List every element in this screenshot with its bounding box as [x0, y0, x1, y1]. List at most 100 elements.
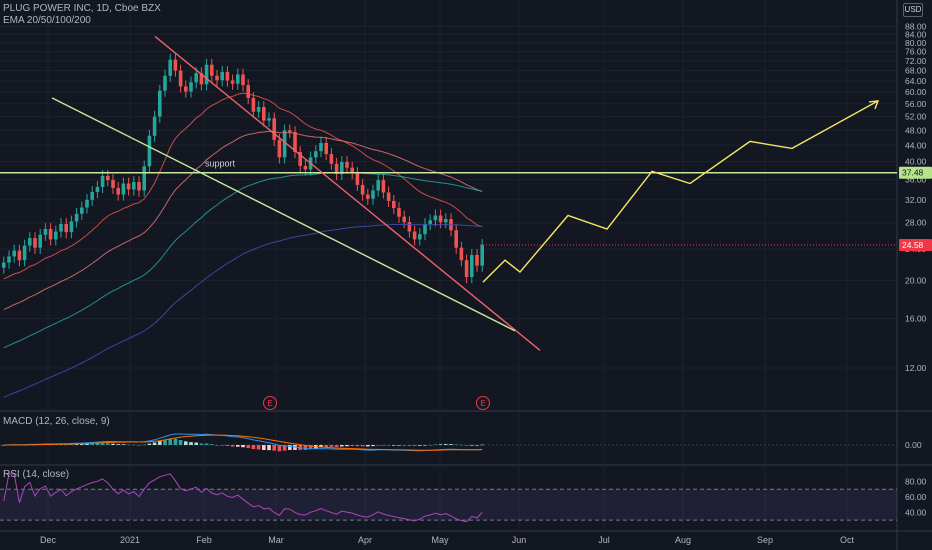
candle-body	[43, 228, 48, 235]
macd-histogram-bar	[454, 444, 458, 446]
time-tick-label: Dec	[40, 535, 57, 545]
candle-body	[293, 132, 297, 153]
macd-histogram-bar	[204, 443, 209, 445]
macd-histogram-bar	[303, 445, 308, 450]
macd-histogram-bar	[152, 442, 157, 445]
candle-body	[345, 162, 349, 168]
candle-body	[381, 180, 386, 193]
macd-histogram-bar	[230, 445, 235, 447]
price-tick-label: 60.00	[905, 87, 927, 97]
candle-body	[85, 199, 89, 208]
ema100-line	[3, 172, 483, 349]
candle-body	[116, 187, 120, 195]
candle-body	[33, 238, 37, 248]
candle-body	[189, 82, 193, 92]
candle-body	[241, 74, 245, 86]
price-tick-label: 12.00	[905, 363, 927, 373]
macd-histogram-bar	[126, 444, 131, 446]
macd-histogram-bar	[163, 439, 167, 445]
candle-body	[334, 163, 339, 175]
macd-histogram-bar	[480, 444, 484, 446]
candle-body	[100, 175, 105, 187]
resistance-trendline	[154, 35, 541, 351]
candle-body	[324, 142, 328, 155]
earnings-marker	[476, 396, 490, 410]
time-tick-label: Aug	[675, 535, 691, 545]
rsi-legend: RSI (14, close)	[3, 469, 70, 480]
macd-histogram-bar	[433, 444, 438, 446]
time-tick-label: Oct	[840, 535, 855, 545]
rsi-band	[0, 489, 897, 521]
candle-body	[288, 130, 292, 133]
macd-histogram-bar	[74, 444, 79, 445]
price-tick-label: 52.00	[905, 112, 927, 122]
rsi-line	[3, 473, 483, 523]
macd-histogram-bar	[345, 445, 349, 447]
macd-histogram-bar	[272, 445, 276, 451]
price-tick-label: 16.00	[905, 314, 927, 324]
candle-body	[38, 234, 42, 248]
candle-body	[199, 73, 204, 85]
macd-histogram-bar	[324, 445, 328, 448]
price-tick-label: 76.00	[905, 47, 927, 57]
price-tick-label: 32.00	[905, 195, 927, 205]
candle-body	[132, 182, 136, 190]
macd-histogram-bar	[438, 444, 443, 445]
candle-body	[28, 238, 32, 246]
macd-histogram-bar	[90, 443, 94, 445]
macd-histogram-bar	[184, 441, 188, 445]
currency-badge[interactable]: USD	[903, 3, 923, 17]
candle-body	[215, 75, 219, 81]
macd-histogram-bar	[376, 445, 380, 446]
macd-histogram-bar	[267, 445, 271, 451]
macd-histogram-bar	[251, 445, 256, 450]
candle-body	[158, 90, 162, 117]
macd-histogram-bar	[371, 445, 375, 447]
candle-body	[17, 250, 22, 261]
price-marker-badge	[899, 239, 932, 252]
macd-histogram-bar	[449, 444, 453, 445]
candle-body	[194, 73, 198, 83]
macd-tick-label: 0.00	[905, 440, 922, 450]
macd-histogram-bar	[189, 442, 193, 445]
macd-histogram-bar	[194, 442, 198, 445]
candle-body	[407, 222, 412, 232]
candle-body	[267, 118, 271, 121]
candle-body	[397, 208, 401, 217]
macd-histogram-bar	[423, 445, 427, 446]
candle-body	[303, 165, 308, 170]
candle-body	[54, 231, 58, 240]
candle-body	[173, 59, 178, 71]
candle-body	[438, 215, 443, 223]
candle-body	[230, 80, 235, 84]
candle-body	[366, 194, 370, 199]
candle-body	[360, 184, 365, 195]
candle-body	[355, 173, 360, 185]
macd-histogram-bar	[158, 441, 162, 445]
price-marker-label: 37.48	[902, 168, 924, 178]
candle-body	[464, 260, 469, 278]
macd-signal-line	[3, 434, 483, 451]
candle-body	[59, 223, 63, 232]
time-tick-label: Feb	[196, 535, 212, 545]
candle-body	[433, 215, 438, 221]
price-tick-label: 40.00	[905, 157, 927, 167]
time-tick-label: May	[431, 535, 449, 545]
price-tick-label: 44.00	[905, 140, 927, 150]
candle-body	[7, 256, 11, 263]
candle-body	[12, 250, 16, 257]
macd-histogram-bar	[236, 445, 240, 447]
time-tick-label: Jul	[598, 535, 610, 545]
candle-body	[80, 207, 84, 214]
candle-body	[423, 223, 427, 235]
time-tick-label: Mar	[268, 535, 284, 545]
candle-body	[412, 231, 417, 240]
candle-body	[444, 219, 448, 223]
candle-body	[459, 247, 464, 261]
price-tick-label: 88.00	[905, 21, 927, 31]
macd-histogram-bar	[402, 445, 406, 446]
ema20-line	[3, 92, 483, 280]
candle-body	[126, 183, 131, 190]
candle-body	[475, 254, 479, 266]
